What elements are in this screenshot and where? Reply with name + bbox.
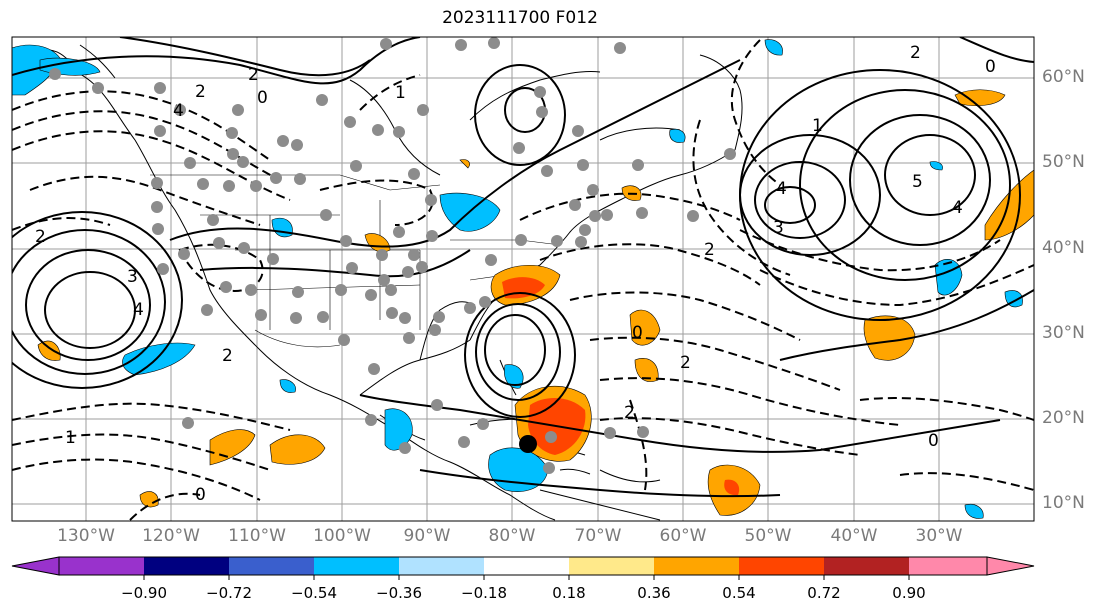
lon-label-70w: 70°W	[574, 526, 622, 546]
lat-label-30n: 30°N	[1042, 323, 1085, 343]
contour-label: 2	[704, 240, 715, 260]
contour-label: 3	[773, 218, 784, 238]
lon-label-50w: 50°W	[744, 526, 792, 546]
contour-label: 4	[133, 300, 144, 320]
colorbar-tick: −0.72	[206, 584, 252, 602]
colorbar-extend-low	[11, 556, 60, 576]
colorbar-tick: 0.72	[807, 584, 841, 602]
map-title: 2023111700 F012	[442, 8, 598, 28]
contour-label: 3	[127, 267, 138, 287]
lat-label-50n: 50°N	[1042, 152, 1085, 172]
lon-label-100w: 100°W	[313, 526, 371, 546]
contour-label: 2	[910, 43, 921, 63]
lon-label-30w: 30°W	[915, 526, 963, 546]
colorbar-tick: 0.36	[637, 584, 671, 602]
contour-label: 0	[928, 431, 939, 451]
colorbar-tick: −0.36	[376, 584, 422, 602]
contour-label: 2	[35, 227, 46, 247]
lon-label-90w: 90°W	[403, 526, 451, 546]
contour-label: 0	[632, 323, 643, 343]
storm-center-marker	[519, 435, 537, 453]
colorbar-tick: −0.90	[121, 584, 167, 602]
map-frame	[11, 36, 1035, 522]
colorbar	[11, 556, 1035, 580]
colorbar-tick: −0.54	[291, 584, 337, 602]
contour-label: 0	[257, 88, 268, 108]
contour-label: 4	[776, 179, 787, 199]
contour-label: 5	[912, 172, 923, 192]
colorbar-extend-high	[986, 556, 1035, 576]
contour-label: 2	[680, 353, 691, 373]
station-points	[49, 37, 736, 474]
lat-label-10n: 10°N	[1042, 493, 1085, 513]
lon-label-60w: 60°W	[659, 526, 707, 546]
colorbar-tick: 0.18	[552, 584, 586, 602]
coastlines	[12, 44, 743, 521]
contour-label: 2	[248, 65, 259, 85]
lat-label-60n: 60°N	[1042, 67, 1085, 87]
colorbar-tick: 0.54	[722, 584, 756, 602]
colorbar-tick: 0.90	[892, 584, 926, 602]
contour-label: 2	[222, 346, 233, 366]
lat-label-20n: 20°N	[1042, 408, 1085, 428]
colorbar-tick: −0.18	[461, 584, 507, 602]
contour-label: 1	[65, 428, 76, 448]
contour-label: 0	[985, 57, 996, 77]
contour-label: 4	[173, 101, 184, 121]
lon-label-40w: 40°W	[830, 526, 878, 546]
lat-label-40n: 40°N	[1042, 238, 1085, 258]
contour-label: 1	[812, 116, 823, 136]
lon-label-80w: 80°W	[488, 526, 536, 546]
lon-label-130w: 130°W	[57, 526, 115, 546]
contour-label: 2	[195, 82, 206, 102]
contour-label: 1	[395, 83, 406, 103]
contour-labels: 2 2 0 4 1 3 4 2 3 4 5 4 1 2 0 2 2 2 0 0 …	[35, 43, 996, 505]
lon-label-120w: 120°W	[142, 526, 200, 546]
contour-label: 2	[624, 403, 635, 423]
lon-label-110w: 110°W	[228, 526, 286, 546]
contour-label: 4	[952, 198, 963, 218]
contour-label: 0	[195, 485, 206, 505]
